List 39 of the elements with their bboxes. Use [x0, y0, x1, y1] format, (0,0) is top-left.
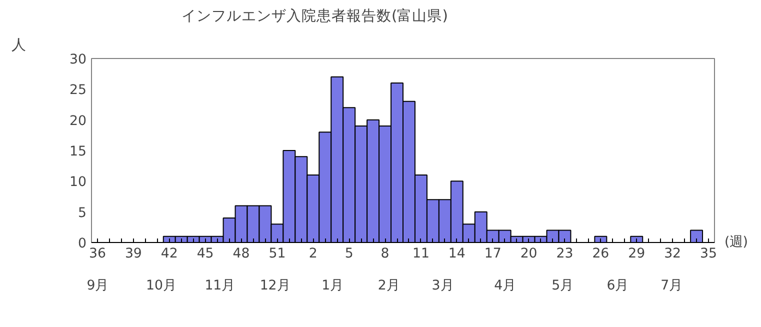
x-tick-label: 20	[520, 246, 538, 262]
x-tick-label: 42	[160, 246, 178, 262]
x-tick-label: 8	[380, 246, 390, 262]
x-tick-label: 36	[89, 246, 106, 262]
x-tick-label: 5	[344, 246, 354, 262]
x-axis-title: (週)	[724, 235, 748, 250]
x-tick-label: 32	[664, 246, 682, 262]
x-tick-label: 14	[448, 246, 466, 262]
text: 3月	[432, 278, 454, 294]
x-tick-label: 45	[196, 246, 214, 262]
x-tick-label: 11	[412, 246, 430, 262]
y-axis-title: 人	[12, 36, 26, 54]
text: 4月	[494, 278, 516, 294]
x-tick-label: 23	[556, 246, 574, 262]
text: 5月	[552, 278, 574, 294]
text: 1月	[322, 278, 344, 294]
text: 6月	[606, 278, 628, 294]
text: 12月	[260, 278, 290, 294]
x-tick-label: 51	[268, 246, 286, 262]
text: 10月	[146, 278, 176, 294]
x-tick-label: 48	[232, 246, 250, 262]
x-tick-label: 35	[700, 246, 717, 262]
x-tick-label: 26	[592, 246, 610, 262]
y-tick-label: 15	[70, 144, 87, 160]
y-tick-label: 30	[70, 52, 87, 68]
y-tick-label: 0	[78, 236, 87, 252]
text: 7月	[660, 278, 682, 294]
text: 2月	[378, 278, 400, 294]
y-tick-label: 20	[70, 114, 87, 129]
x-tick-label: 39	[124, 246, 142, 262]
text: 11月	[204, 278, 235, 294]
x-tick-label: 29	[628, 246, 646, 262]
x-tick-label: 2	[308, 246, 318, 262]
y-tick-label: 25	[70, 83, 87, 98]
x-tick-label: 17	[484, 246, 502, 262]
text: 9月	[86, 278, 108, 294]
y-tick-label: 5	[78, 206, 87, 221]
y-tick-label: 10	[70, 175, 87, 190]
chart-title: インフルエンザ入院患者報告数(富山県)	[182, 8, 448, 24]
